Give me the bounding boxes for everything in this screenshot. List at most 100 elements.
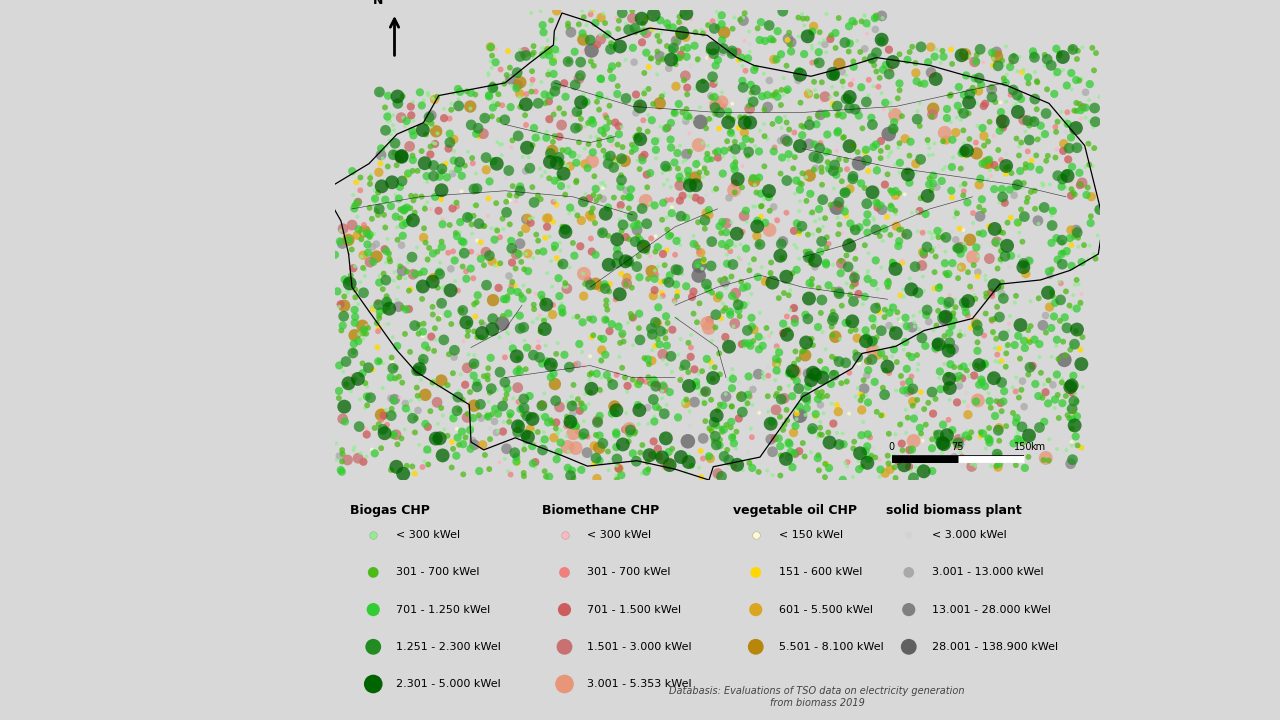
- Point: [439, 219, 460, 230]
- Point: [699, 113, 719, 125]
- Point: [846, 243, 867, 255]
- Point: [490, 139, 511, 150]
- Point: [1041, 237, 1061, 248]
- Point: [549, 131, 570, 143]
- Point: [863, 212, 883, 224]
- Point: [637, 109, 658, 121]
- Point: [940, 289, 960, 300]
- Point: [950, 223, 970, 235]
- Point: [940, 337, 960, 348]
- Point: [799, 88, 819, 99]
- Point: [676, 398, 696, 410]
- Point: [429, 313, 449, 325]
- Point: [837, 456, 858, 468]
- Point: [609, 351, 630, 362]
- Point: [499, 194, 520, 206]
- Point: [426, 125, 447, 137]
- Point: [974, 130, 995, 142]
- Point: [1069, 279, 1089, 290]
- Point: [865, 12, 886, 24]
- Point: [399, 462, 420, 473]
- Point: [360, 256, 380, 268]
- Point: [410, 281, 430, 292]
- Point: [628, 220, 649, 231]
- Point: [696, 122, 717, 134]
- Point: [964, 73, 984, 84]
- Point: [749, 172, 769, 184]
- Point: [588, 415, 608, 426]
- Point: [936, 368, 956, 379]
- Point: [419, 112, 439, 123]
- Point: [337, 284, 357, 296]
- Point: [969, 379, 989, 390]
- Point: [645, 135, 666, 147]
- Point: [951, 114, 972, 126]
- Point: [521, 343, 541, 355]
- Point: [434, 454, 454, 465]
- Point: [943, 436, 964, 447]
- Point: [840, 36, 860, 48]
- Point: [605, 294, 626, 305]
- Point: [562, 391, 582, 402]
- Point: [572, 5, 593, 17]
- Point: [340, 269, 361, 281]
- Point: [914, 249, 934, 261]
- Point: [481, 256, 502, 267]
- Point: [733, 81, 754, 93]
- Point: [861, 112, 882, 124]
- Point: [673, 114, 694, 125]
- Point: [797, 85, 818, 96]
- Point: [797, 30, 818, 42]
- Point: [933, 430, 954, 441]
- Point: [1052, 115, 1073, 127]
- Point: [727, 46, 748, 58]
- Point: [718, 374, 739, 385]
- Point: [521, 7, 541, 19]
- Point: [758, 19, 778, 30]
- Point: [1036, 387, 1056, 398]
- Point: [833, 186, 854, 198]
- Point: [333, 413, 353, 425]
- Point: [612, 7, 632, 19]
- Point: [858, 265, 878, 276]
- Point: [828, 153, 849, 165]
- Point: [548, 446, 568, 458]
- Point: [929, 372, 950, 384]
- Point: [1057, 249, 1078, 261]
- Point: [425, 138, 445, 150]
- Point: [856, 17, 877, 29]
- Point: [829, 287, 850, 298]
- Point: [689, 139, 709, 150]
- Point: [562, 464, 582, 476]
- Point: [933, 164, 954, 176]
- Point: [803, 228, 823, 240]
- Point: [923, 149, 943, 161]
- Point: [682, 114, 703, 125]
- Point: [449, 227, 470, 238]
- Point: [666, 81, 686, 92]
- Point: [709, 107, 730, 118]
- Point: [827, 427, 847, 438]
- Point: [927, 44, 947, 55]
- Point: [832, 300, 852, 312]
- Point: [457, 412, 477, 423]
- Point: [954, 297, 974, 308]
- Point: [411, 374, 431, 385]
- Point: [657, 212, 677, 223]
- Point: [735, 341, 755, 353]
- Point: [404, 468, 425, 480]
- Point: [968, 325, 988, 337]
- Point: [369, 310, 389, 321]
- Point: [771, 449, 791, 461]
- Point: [389, 258, 410, 270]
- Point: [681, 460, 701, 472]
- Point: [591, 177, 612, 189]
- Point: [713, 274, 733, 285]
- Point: [864, 12, 884, 24]
- Point: [893, 291, 914, 302]
- Point: [805, 84, 826, 96]
- Point: [431, 184, 452, 196]
- Point: [590, 29, 611, 40]
- Point: [808, 109, 828, 121]
- Point: [655, 326, 676, 338]
